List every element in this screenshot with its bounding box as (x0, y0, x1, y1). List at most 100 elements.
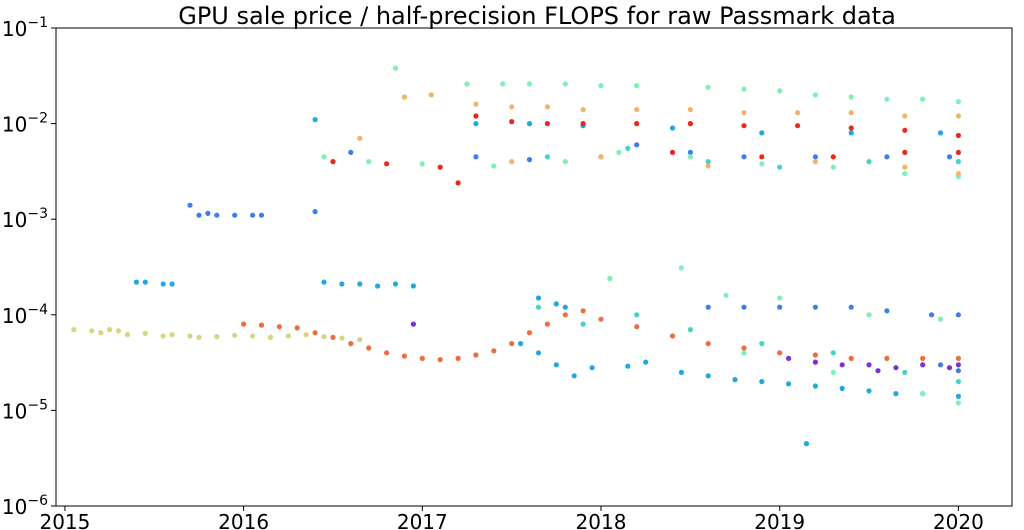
data-point (401, 94, 407, 100)
data-point (955, 400, 962, 406)
data-point (196, 212, 202, 218)
data-point (553, 362, 559, 368)
data-point (812, 383, 819, 389)
data-point (687, 107, 694, 113)
data-point (187, 202, 193, 208)
data-point (669, 149, 676, 155)
data-point (795, 123, 801, 129)
data-point (339, 281, 345, 287)
data-point (705, 163, 711, 169)
data-point (526, 157, 533, 163)
data-point (634, 312, 640, 318)
data-point (625, 363, 631, 369)
data-point (232, 332, 238, 338)
data-point (955, 355, 962, 361)
data-point (303, 332, 309, 338)
data-point (526, 121, 533, 127)
data-point (419, 161, 425, 167)
data-point (705, 304, 711, 310)
data-point (232, 212, 238, 218)
data-point (89, 328, 95, 334)
data-point (580, 107, 586, 113)
data-point (937, 362, 944, 368)
data-point (321, 334, 327, 340)
data-point (250, 212, 256, 218)
data-point (160, 281, 166, 287)
data-point (812, 359, 819, 365)
data-point (312, 209, 318, 215)
data-point (509, 104, 515, 110)
data-point (384, 350, 390, 356)
data-point (258, 322, 265, 328)
data-point (634, 83, 640, 89)
data-point (866, 312, 872, 318)
data-point (321, 154, 327, 160)
data-point (678, 369, 685, 375)
data-point (777, 295, 783, 301)
data-point (491, 163, 497, 169)
data-point (518, 341, 524, 347)
data-point (625, 145, 631, 151)
data-point (410, 283, 416, 289)
x-tick-label: 2018 (576, 510, 627, 530)
data-point (526, 81, 533, 87)
data-point (875, 368, 881, 374)
data-point (848, 355, 854, 361)
data-point (392, 65, 399, 71)
data-point (169, 332, 175, 338)
data-point (759, 130, 765, 136)
data-point (535, 295, 542, 301)
data-point (884, 308, 890, 314)
data-point (160, 333, 166, 339)
data-point (705, 84, 711, 90)
data-point (473, 121, 479, 127)
data-point (920, 96, 926, 102)
data-point (902, 171, 908, 177)
data-point (598, 316, 604, 322)
data-point (330, 334, 336, 340)
data-point (357, 135, 363, 141)
data-point (786, 355, 792, 361)
data-point (884, 154, 890, 160)
data-point (946, 365, 953, 371)
data-point (589, 365, 595, 371)
data-point (357, 281, 363, 287)
data-point (687, 327, 694, 333)
data-point (955, 159, 962, 165)
data-point (678, 265, 685, 271)
data-point (812, 154, 819, 160)
y-tick-label: 10−6 (2, 493, 48, 519)
data-point (830, 369, 836, 375)
data-point (473, 113, 479, 119)
data-point (920, 391, 926, 397)
x-tick-label: 2020 (933, 510, 984, 530)
data-point (124, 332, 131, 338)
data-point (455, 180, 461, 186)
y-tick-label: 10−2 (2, 111, 48, 137)
data-point (687, 121, 694, 127)
data-point (580, 321, 586, 327)
data-point (955, 312, 962, 318)
data-point (777, 350, 783, 356)
data-point (848, 304, 854, 310)
data-point (142, 279, 148, 285)
data-point (562, 81, 568, 87)
data-point (500, 81, 506, 87)
data-point (562, 312, 568, 318)
data-point (535, 350, 542, 356)
data-point (526, 330, 533, 336)
data-point (803, 441, 810, 447)
data-point (830, 164, 836, 170)
y-tick-label: 10−3 (2, 206, 48, 232)
data-point (848, 130, 854, 136)
data-point (830, 154, 836, 160)
data-point (741, 123, 747, 129)
data-point (437, 164, 443, 170)
data-point (142, 330, 148, 336)
data-point (929, 312, 935, 318)
data-point (902, 369, 908, 375)
data-point (330, 159, 336, 165)
data-point (267, 334, 273, 340)
data-point (214, 334, 220, 340)
data-point (687, 149, 694, 155)
